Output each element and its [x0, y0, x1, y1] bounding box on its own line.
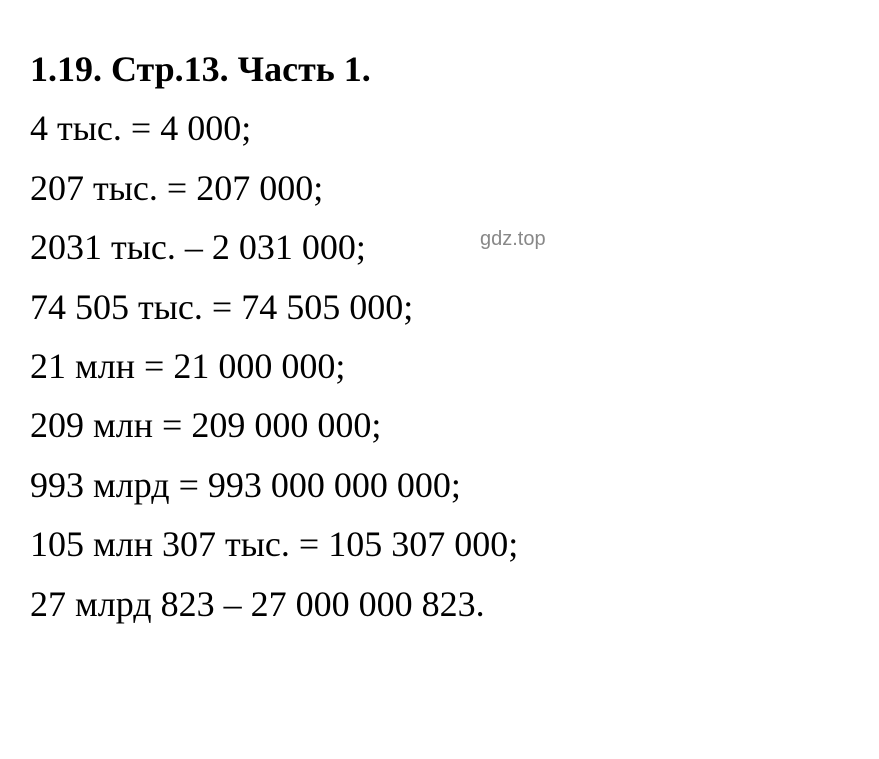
equation-line: 209 млн = 209 000 000; [30, 396, 849, 455]
equation-line: 2031 тыс. – 2 031 000; [30, 218, 849, 277]
equation-line: 21 млн = 21 000 000; [30, 337, 849, 396]
equation-line: 27 млрд 823 – 27 000 000 823. [30, 575, 849, 634]
equation-line: 105 млн 307 тыс. = 105 307 000; [30, 515, 849, 574]
equation-line: 74 505 тыс. = 74 505 000; [30, 278, 849, 337]
equation-line: 4 тыс. = 4 000; [30, 99, 849, 158]
equation-line: 993 млрд = 993 000 000 000; [30, 456, 849, 515]
equation-line: 207 тыс. = 207 000; [30, 159, 849, 218]
watermark-text: gdz.top [480, 228, 546, 251]
heading: 1.19. Стр.13. Часть 1. [30, 40, 849, 99]
document-content: 1.19. Стр.13. Часть 1. 4 тыс. = 4 000; 2… [30, 40, 849, 634]
